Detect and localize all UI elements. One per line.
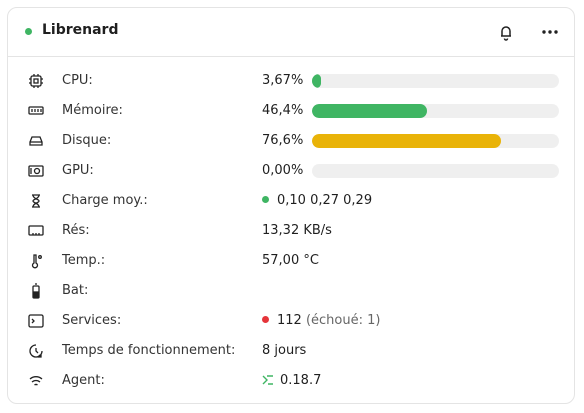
row-icon bbox=[28, 253, 44, 273]
row-value: 0.18.7 bbox=[262, 373, 321, 388]
bar-fill bbox=[312, 104, 427, 118]
row-icon bbox=[28, 133, 44, 153]
value-text: 0,10 0,27 0,29 bbox=[277, 193, 373, 208]
info-row: Disque: 76,6% bbox=[8, 126, 574, 156]
info-row: Mémoire: 46,4% bbox=[8, 96, 574, 126]
icon bbox=[29, 136, 43, 146]
row-value: 46,4% bbox=[262, 103, 303, 118]
row-label: GPU: bbox=[62, 163, 94, 178]
row-label: Mémoire: bbox=[62, 103, 123, 118]
bar-fill bbox=[312, 74, 322, 88]
icon bbox=[28, 165, 44, 177]
title: Librenard bbox=[42, 22, 119, 38]
bar-fill bbox=[312, 134, 502, 148]
value-text: 76,6% bbox=[262, 133, 304, 148]
row-icon bbox=[28, 343, 44, 363]
row-label: Temp.: bbox=[62, 253, 106, 268]
bell-button[interactable] bbox=[496, 22, 516, 42]
value-text: 3,67% bbox=[262, 73, 304, 88]
icon bbox=[32, 283, 40, 299]
bar-track bbox=[312, 74, 559, 88]
icon bbox=[32, 194, 40, 208]
value-text: 13,32 KB/s bbox=[262, 223, 332, 238]
row-label: Charge moy.: bbox=[62, 193, 148, 208]
bar-track bbox=[312, 134, 559, 148]
info-row: Temps de fonctionnement: 8 jours bbox=[8, 336, 574, 366]
status-dot bbox=[262, 196, 269, 203]
row-value: 3,67% bbox=[262, 73, 303, 88]
info-row: Services: 112 (échoué: 1) bbox=[8, 306, 574, 336]
icon bbox=[29, 376, 43, 386]
icon bbox=[28, 106, 44, 115]
row-icon bbox=[28, 373, 44, 393]
value-text: 57,00 °C bbox=[262, 253, 319, 268]
value-text: 112 bbox=[277, 313, 302, 328]
icon bbox=[28, 225, 44, 236]
icon bbox=[31, 254, 42, 269]
row-value: 112 (échoué: 1) bbox=[262, 313, 380, 328]
agent-icon bbox=[262, 375, 273, 385]
status-dot bbox=[262, 316, 269, 323]
row-label: Bat: bbox=[62, 283, 89, 298]
info-row: Temp.: 57,00 °C bbox=[8, 246, 574, 276]
row-label: Temps de fonctionnement: bbox=[62, 343, 236, 358]
info-row: GPU: 0,00% bbox=[8, 156, 574, 186]
icon bbox=[29, 74, 43, 88]
value-text: 0,00% bbox=[262, 163, 304, 178]
row-label: Services: bbox=[62, 313, 122, 328]
row-icon bbox=[28, 193, 44, 213]
row-value: 0,00% bbox=[262, 163, 303, 178]
card: Librenard CPU: 3,67% Mémoire: 46,4% Disque: 7… bbox=[7, 7, 575, 404]
info-row: Rés: 13,32 KB/s bbox=[8, 216, 574, 246]
card-header: Librenard bbox=[8, 8, 574, 57]
value-text: 46,4% bbox=[262, 103, 304, 118]
value-text: 8 jours bbox=[262, 343, 307, 358]
status-dot bbox=[25, 28, 32, 35]
row-label: Disque: bbox=[62, 133, 112, 148]
row-label: Agent: bbox=[62, 373, 105, 388]
icon bbox=[28, 314, 44, 328]
more-button[interactable] bbox=[540, 22, 560, 42]
info-row: CPU: 3,67% bbox=[8, 66, 574, 96]
row-icon bbox=[28, 73, 44, 93]
row-icon bbox=[28, 283, 44, 303]
info-row: Charge moy.: 0,10 0,27 0,29 bbox=[8, 186, 574, 216]
row-icon bbox=[28, 103, 44, 123]
value-note: (échoué: 1) bbox=[305, 313, 381, 328]
bar-track bbox=[312, 104, 559, 118]
bar-track bbox=[312, 164, 559, 178]
row-icon bbox=[28, 313, 44, 333]
row-value: 0,10 0,27 0,29 bbox=[262, 193, 372, 208]
row-value: 13,32 KB/s bbox=[262, 223, 332, 238]
icon bbox=[29, 344, 43, 358]
row-icon bbox=[28, 163, 44, 183]
row-value: 8 jours bbox=[262, 343, 306, 358]
row-icon bbox=[28, 223, 44, 243]
row-value: 76,6% bbox=[262, 133, 303, 148]
value-text: 0.18.7 bbox=[280, 373, 322, 388]
row-label: CPU: bbox=[62, 73, 93, 88]
row-value: 57,00 °C bbox=[262, 253, 319, 268]
info-row: Bat: bbox=[8, 276, 574, 306]
info-row: Agent: 0.18.7 bbox=[8, 366, 574, 396]
row-label: Rés: bbox=[62, 223, 90, 238]
